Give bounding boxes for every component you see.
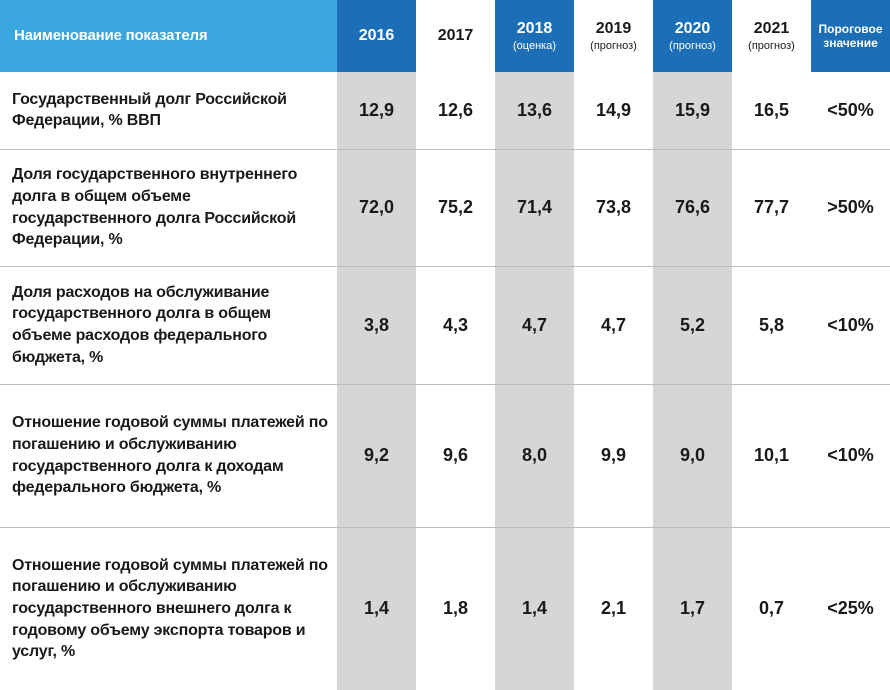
table-cell: 15,9 xyxy=(653,72,732,150)
table-cell: 12,9 xyxy=(337,72,416,150)
table-cell: 75,2 xyxy=(416,149,495,267)
row-label: Отношение годовой суммы платежей по пога… xyxy=(0,384,337,528)
table-row: Доля государственного внутреннего долга … xyxy=(0,149,890,267)
table-row: Государственный долг Российской Федераци… xyxy=(0,72,890,150)
threshold-cell: <50% xyxy=(811,72,890,150)
header-year-note: (прогноз) xyxy=(748,39,795,52)
header-year-2019: 2019 (прогноз) xyxy=(574,0,653,72)
table-cell: 72,0 xyxy=(337,149,416,267)
header-year-label: 2021 xyxy=(753,20,790,38)
table-cell: 76,6 xyxy=(653,149,732,267)
header-year-label: 2019 xyxy=(595,20,632,38)
header-year-2018: 2018 (оценка) xyxy=(495,0,574,72)
table-cell: 16,5 xyxy=(732,72,811,150)
table-row: Отношение годовой суммы платежей по пога… xyxy=(0,527,890,690)
threshold-cell: >50% xyxy=(811,149,890,267)
table-cell: 3,8 xyxy=(337,266,416,385)
table-cell: 9,9 xyxy=(574,384,653,528)
header-year-2017: 2017 xyxy=(416,0,495,72)
table-cell: 1,7 xyxy=(653,527,732,690)
header-row: Наименование показателя 2016 2017 2018 (… xyxy=(0,0,890,72)
header-year-label: 2016 xyxy=(358,27,395,45)
table-cell: 2,1 xyxy=(574,527,653,690)
header-threshold-line1: Пороговое xyxy=(818,21,883,36)
table-cell: 14,9 xyxy=(574,72,653,150)
header-year-2021: 2021 (прогноз) xyxy=(732,0,811,72)
header-year-note: (прогноз) xyxy=(669,39,716,52)
row-label: Отношение годовой суммы платежей по пога… xyxy=(12,556,328,661)
table-cell: 5,8 xyxy=(732,266,811,385)
header-threshold-line2: значение xyxy=(823,36,878,50)
threshold-cell: <10% xyxy=(811,266,890,385)
table-cell: 4,7 xyxy=(574,266,653,385)
table-cell: 9,6 xyxy=(416,384,495,528)
table-cell: 71,4 xyxy=(495,149,574,267)
table-cell: 4,7 xyxy=(495,266,574,385)
table-cell: 8,0 xyxy=(495,384,574,528)
table-cell: 4,3 xyxy=(416,266,495,385)
row-label: Доля государственного внутреннего долга … xyxy=(0,149,337,267)
table-cell: 5,2 xyxy=(653,266,732,385)
table-cell: 13,6 xyxy=(495,72,574,150)
header-year-note: (оценка) xyxy=(513,39,556,52)
header-year-note: (прогноз) xyxy=(590,39,637,52)
table-cell: 73,8 xyxy=(574,149,653,267)
table-cell: 77,7 xyxy=(732,149,811,267)
header-year-label: 2020 xyxy=(674,20,711,38)
header-indicator-name: Наименование показателя xyxy=(0,0,337,72)
header-year-label: 2018 xyxy=(516,20,553,38)
header-year-label: 2017 xyxy=(437,27,474,45)
table-cell: 12,6 xyxy=(416,72,495,150)
threshold-cell: <10% xyxy=(811,384,890,528)
table-row: Отношение годовой суммы платежей по пога… xyxy=(0,384,890,528)
table-cell: 1,4 xyxy=(495,527,574,690)
table-cell: 0,7 xyxy=(732,527,811,690)
table-cell: 10,1 xyxy=(732,384,811,528)
row-label: Доля расходов на обслуживание государств… xyxy=(0,266,337,385)
header-year-2020: 2020 (прогноз) xyxy=(653,0,732,72)
table-row: Доля расходов на обслуживание государств… xyxy=(0,266,890,385)
table-cell: 9,2 xyxy=(337,384,416,528)
header-year-2016: 2016 xyxy=(337,0,416,72)
table-cell: 9,0 xyxy=(653,384,732,528)
threshold-cell: <25% xyxy=(811,527,890,690)
table-cell: 1,4 xyxy=(337,527,416,690)
table-cell: 1,8 xyxy=(416,527,495,690)
header-threshold: Пороговое значение xyxy=(811,0,890,72)
row-label: Государственный долг Российской Федераци… xyxy=(0,72,337,150)
